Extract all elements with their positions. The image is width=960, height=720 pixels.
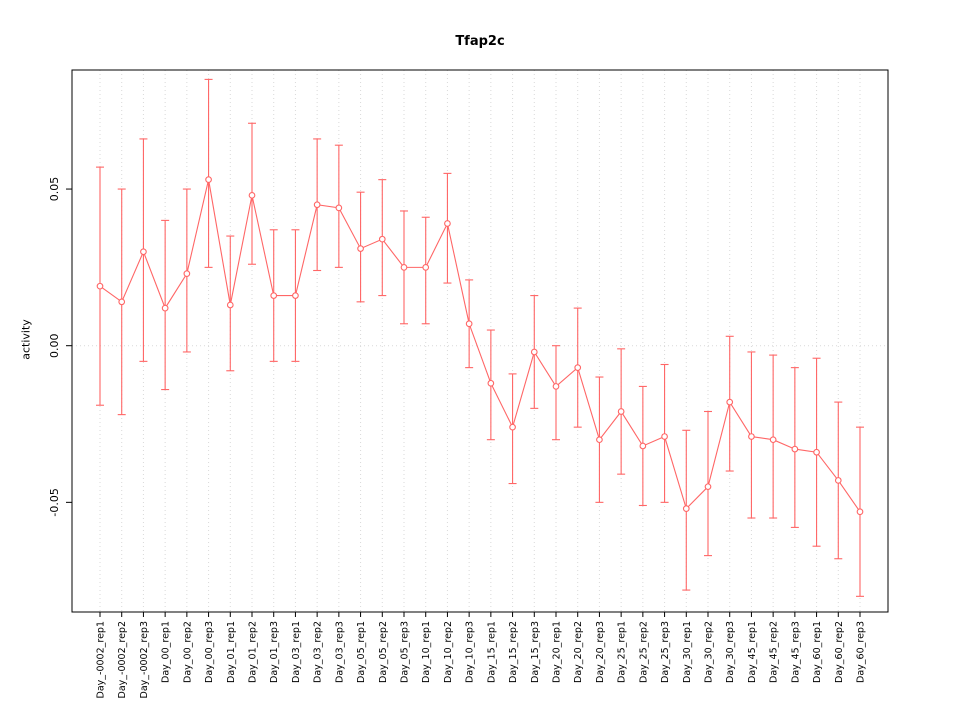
x-tick-label: Day_25_rep3 xyxy=(660,621,671,683)
data-point xyxy=(378,235,386,243)
data-point xyxy=(769,436,777,444)
x-tick-label: Day_10_rep3 xyxy=(465,621,476,683)
y-tick-label: -0.05 xyxy=(48,488,61,516)
x-tick-label: Day_03_rep2 xyxy=(313,621,324,683)
x-tick-label: Day_00_rep3 xyxy=(204,621,215,683)
data-point xyxy=(444,220,451,227)
data-point xyxy=(661,433,668,440)
data-point xyxy=(813,448,820,456)
data-point xyxy=(357,245,364,252)
data-point xyxy=(118,298,126,306)
y-tick-label: 0.00 xyxy=(48,333,61,358)
series-line xyxy=(99,179,861,513)
data-point xyxy=(639,442,647,450)
x-tick-label: Day_-0002_rep2 xyxy=(117,621,128,698)
x-tick-label: Day_20_rep1 xyxy=(552,621,563,683)
data-point xyxy=(682,505,690,512)
data-point xyxy=(726,398,734,406)
data-point xyxy=(96,282,104,290)
data-point xyxy=(400,264,408,271)
data-point xyxy=(617,408,625,415)
x-tick-label: Day_00_rep1 xyxy=(161,621,172,683)
data-point xyxy=(704,483,712,491)
x-tick-label: Day_20_rep2 xyxy=(573,621,584,683)
data-point xyxy=(574,364,582,371)
y-tick-label: 0.05 xyxy=(48,177,61,202)
x-tick-label: Day_-0002_rep3 xyxy=(139,621,150,698)
data-point xyxy=(140,248,147,256)
x-tick-label: Day_45_rep2 xyxy=(769,621,780,683)
data-point xyxy=(509,423,516,431)
x-tick-label: Day_25_rep1 xyxy=(617,621,628,683)
data-point xyxy=(313,201,321,209)
x-tick-label: Day_25_rep2 xyxy=(638,621,649,683)
x-tick-label: Day_30_rep2 xyxy=(704,621,715,683)
x-tick-label: Day_05_rep2 xyxy=(378,621,389,683)
y-axis-label: activity xyxy=(19,319,33,360)
data-point xyxy=(487,379,495,387)
x-tick-label: Day_01_rep1 xyxy=(226,621,237,683)
data-point xyxy=(270,292,278,299)
data-point xyxy=(856,508,864,516)
data-point xyxy=(791,445,799,453)
data-point xyxy=(183,270,191,277)
x-tick-label: Day_01_rep3 xyxy=(269,621,280,683)
data-point xyxy=(422,264,430,271)
x-tick-label: Day_15_rep3 xyxy=(530,621,541,683)
data-point xyxy=(161,304,169,312)
data-point xyxy=(834,477,842,484)
x-tick-label: Day_10_rep2 xyxy=(443,621,454,683)
x-tick-label: Day_03_rep1 xyxy=(291,621,302,683)
chart-title: Tfap2c xyxy=(455,34,505,49)
data-point xyxy=(552,383,560,390)
data-point xyxy=(748,433,755,440)
plot-border xyxy=(71,69,889,613)
data-point xyxy=(292,292,299,299)
x-tick-label: Day_15_rep1 xyxy=(486,621,497,683)
data-point xyxy=(226,301,234,309)
x-tick-label: Day_05_rep1 xyxy=(356,621,367,683)
data-point xyxy=(335,204,343,212)
data-point xyxy=(465,320,473,328)
x-tick-label: Day_15_rep2 xyxy=(508,621,519,683)
x-tick-label: Day_03_rep3 xyxy=(334,621,345,683)
x-tick-label: Day_60_rep2 xyxy=(834,621,845,683)
x-tick-label: Day_30_rep3 xyxy=(725,621,736,683)
x-tick-label: Day_45_rep1 xyxy=(747,621,758,683)
data-point xyxy=(530,348,538,356)
x-tick-label: Day_20_rep3 xyxy=(595,621,606,683)
x-tick-label: Day_45_rep3 xyxy=(790,621,801,683)
x-tick-label: Day_60_rep1 xyxy=(812,621,823,683)
data-point xyxy=(205,176,212,184)
x-tick-label: Day_00_rep2 xyxy=(182,621,193,683)
x-tick-label: Day_05_rep3 xyxy=(400,621,411,683)
data-point xyxy=(248,191,256,199)
x-tick-label: Day_30_rep1 xyxy=(682,621,693,683)
data-point xyxy=(596,436,603,444)
x-tick-label: Day_-0002_rep1 xyxy=(96,621,107,698)
x-tick-label: Day_10_rep1 xyxy=(421,621,432,683)
x-tick-label: Day_01_rep2 xyxy=(248,621,259,683)
x-tick-label: Day_60_rep3 xyxy=(856,621,867,683)
